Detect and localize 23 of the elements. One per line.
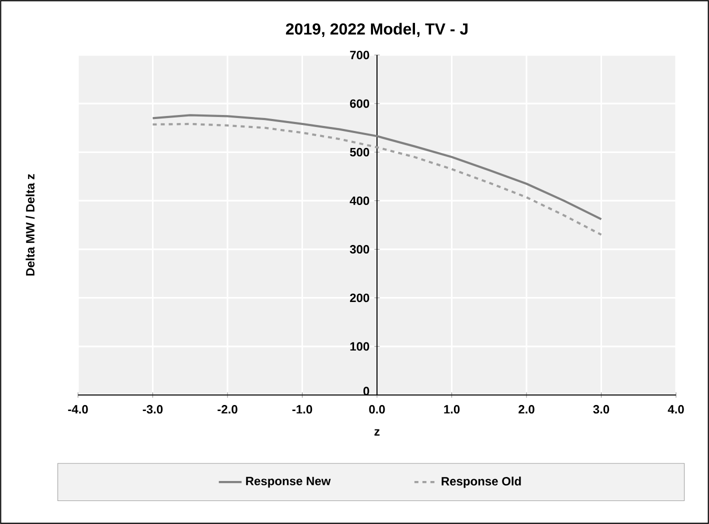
x-tick-label: -4.0	[68, 405, 88, 414]
x-tick-label: 4.0	[668, 405, 684, 414]
y-tick-label: 300	[350, 245, 370, 254]
legend-label: Response Old	[442, 476, 521, 488]
x-tick-label: -1.0	[292, 405, 312, 414]
y-tick-label: 600	[350, 99, 370, 108]
x-tick-label: 1.0	[444, 405, 460, 414]
x-tick-label: 0.0	[369, 405, 385, 414]
y-tick-label: 700	[350, 50, 370, 60]
x-tick-label: 3.0	[593, 405, 610, 414]
x-tick-label: 2.0	[518, 405, 534, 414]
legend-label: Response New	[246, 476, 331, 488]
y-tick-label: 100	[350, 342, 370, 351]
y-tick-label: 400	[350, 196, 370, 205]
x-axis-title: z	[374, 429, 380, 436]
line-series	[152, 114, 602, 220]
y-tick-label: 200	[350, 294, 370, 302]
y-tick-label: 500	[350, 148, 370, 156]
x-tick-label: -2.0	[218, 405, 238, 414]
chart-title: 2019, 2022 Model, TV - J	[286, 22, 468, 37]
y-axis-title: Delta MW / Delta z	[26, 174, 35, 276]
x-tick-label: -3.0	[142, 405, 163, 414]
line-series	[152, 122, 602, 236]
